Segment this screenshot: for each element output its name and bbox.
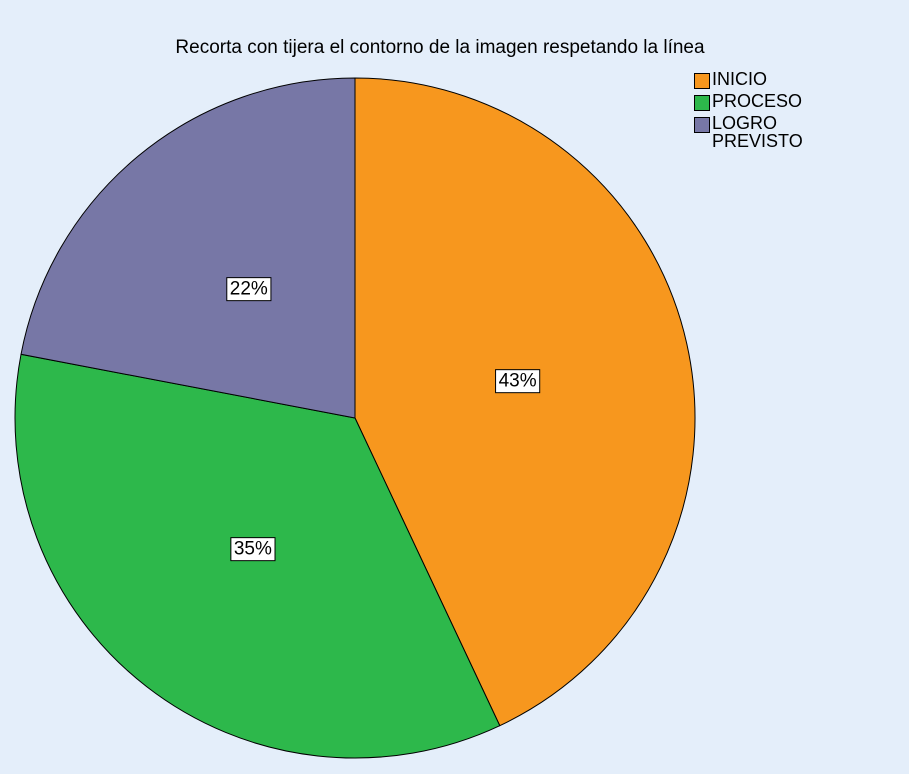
data-label: 43% [499, 371, 537, 392]
data-label-box [226, 277, 272, 302]
data-label-box [230, 537, 276, 562]
legend-swatch [694, 117, 710, 133]
legend-item: PROCESO [694, 92, 844, 111]
legend-label: INICIO [712, 69, 768, 89]
data-label: 35% [234, 539, 272, 560]
legend-item: INICIO [694, 70, 844, 89]
chart-title: Recorta con tijera el contorno de la ima… [175, 37, 705, 58]
data-label-box [495, 369, 541, 394]
pie-slice [354, 77, 696, 727]
legend: INICIO PROCESO LOGRO PREVISTO [694, 70, 844, 153]
legend-swatch [694, 73, 710, 89]
data-label: 22% [230, 279, 268, 300]
legend-item: LOGRO PREVISTO [694, 114, 844, 150]
legend-swatch [694, 95, 710, 111]
legend-label: LOGRO PREVISTO [712, 113, 803, 151]
legend-label: PROCESO [712, 91, 803, 111]
pie-slice [20, 77, 356, 419]
